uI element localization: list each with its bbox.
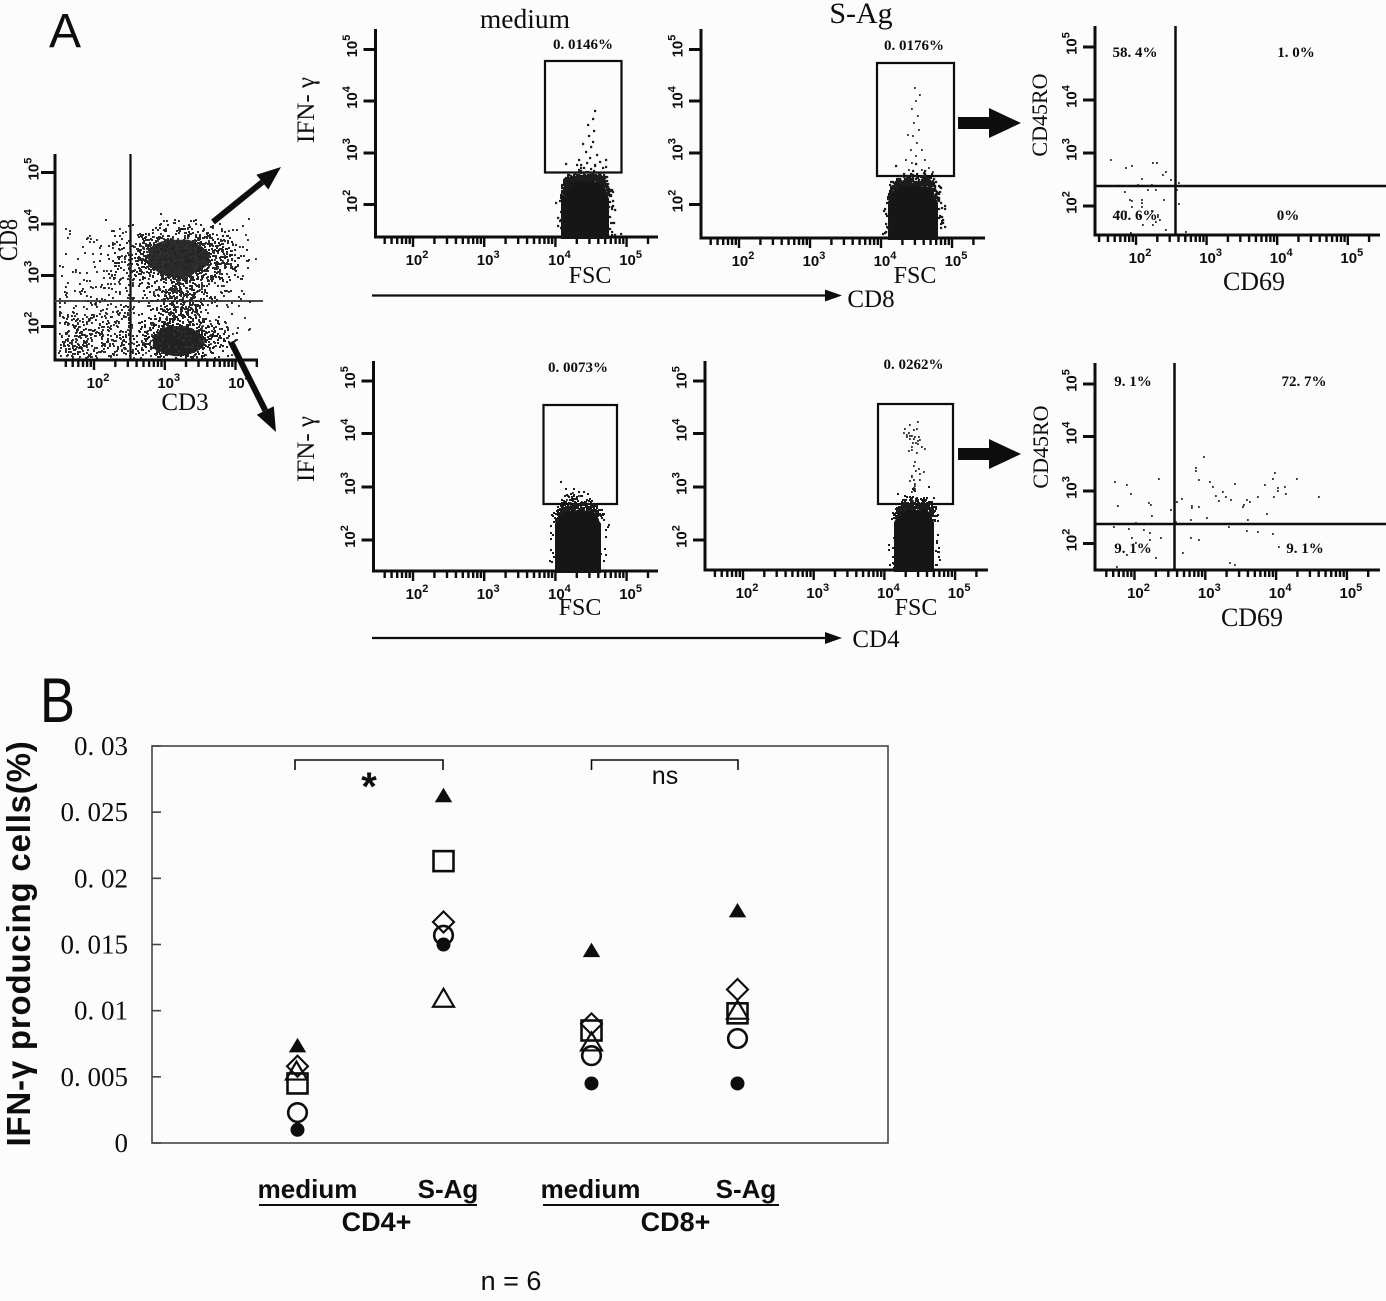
svg-text:9. 1%: 9. 1% [1114, 374, 1152, 390]
svg-text:FSC: FSC [569, 263, 612, 289]
svg-text:S-Ag: S-Ag [829, 0, 892, 30]
svg-text:72. 7%: 72. 7% [1282, 374, 1327, 390]
svg-text:40. 6%: 40. 6% [1113, 208, 1158, 224]
svg-text:FSC: FSC [894, 263, 937, 289]
svg-text:CD8+: CD8+ [641, 1207, 711, 1237]
svg-text:CD69: CD69 [1221, 603, 1283, 632]
svg-text:0. 0176%: 0. 0176% [884, 38, 944, 54]
svg-text:IFN- γ: IFN- γ [293, 416, 320, 482]
svg-text:CD4: CD4 [852, 626, 900, 653]
svg-text:CD3: CD3 [161, 389, 208, 416]
svg-text:FSC: FSC [559, 595, 602, 621]
svg-text:CD4+: CD4+ [342, 1207, 412, 1237]
svg-text:0. 005: 0. 005 [61, 1062, 129, 1092]
svg-text:0: 0 [115, 1128, 129, 1158]
svg-text:CD8: CD8 [847, 286, 894, 313]
svg-text:0. 02: 0. 02 [74, 863, 128, 893]
svg-text:0%: 0% [1277, 208, 1300, 224]
svg-text:*: * [361, 765, 377, 809]
svg-text:IFN- γ: IFN- γ [293, 77, 320, 143]
svg-text:9. 1%: 9. 1% [1286, 541, 1324, 557]
svg-text:S-Ag: S-Ag [716, 1174, 777, 1204]
svg-text:ns: ns [652, 762, 678, 790]
svg-text:0. 0146%: 0. 0146% [553, 37, 613, 53]
svg-text:S-Ag: S-Ag [418, 1174, 479, 1204]
svg-text:CD8: CD8 [0, 219, 23, 261]
svg-text:n = 6: n = 6 [481, 1266, 542, 1296]
svg-text:0. 01: 0. 01 [74, 996, 128, 1026]
svg-text:0. 03: 0. 03 [74, 731, 128, 761]
svg-text:1. 0%: 1. 0% [1277, 45, 1315, 61]
svg-text:IFN-γ producing cells(%): IFN-γ producing cells(%) [0, 740, 37, 1146]
svg-text:CD69: CD69 [1223, 267, 1285, 296]
svg-text:A: A [49, 5, 81, 58]
svg-text:0. 025: 0. 025 [61, 797, 129, 827]
svg-text:medium: medium [258, 1174, 358, 1204]
svg-text:medium: medium [541, 1174, 641, 1204]
svg-text:medium: medium [480, 3, 570, 34]
svg-text:FSC: FSC [895, 595, 938, 621]
svg-text:CD45RO: CD45RO [1028, 405, 1053, 488]
svg-text:B: B [40, 666, 75, 736]
svg-text:CD45RO: CD45RO [1027, 73, 1052, 156]
svg-text:0. 0073%: 0. 0073% [548, 360, 608, 376]
svg-text:58. 4%: 58. 4% [1113, 45, 1158, 61]
svg-text:0. 0262%: 0. 0262% [884, 357, 944, 373]
svg-text:0. 015: 0. 015 [61, 930, 129, 960]
svg-text:9. 1%: 9. 1% [1114, 541, 1152, 557]
